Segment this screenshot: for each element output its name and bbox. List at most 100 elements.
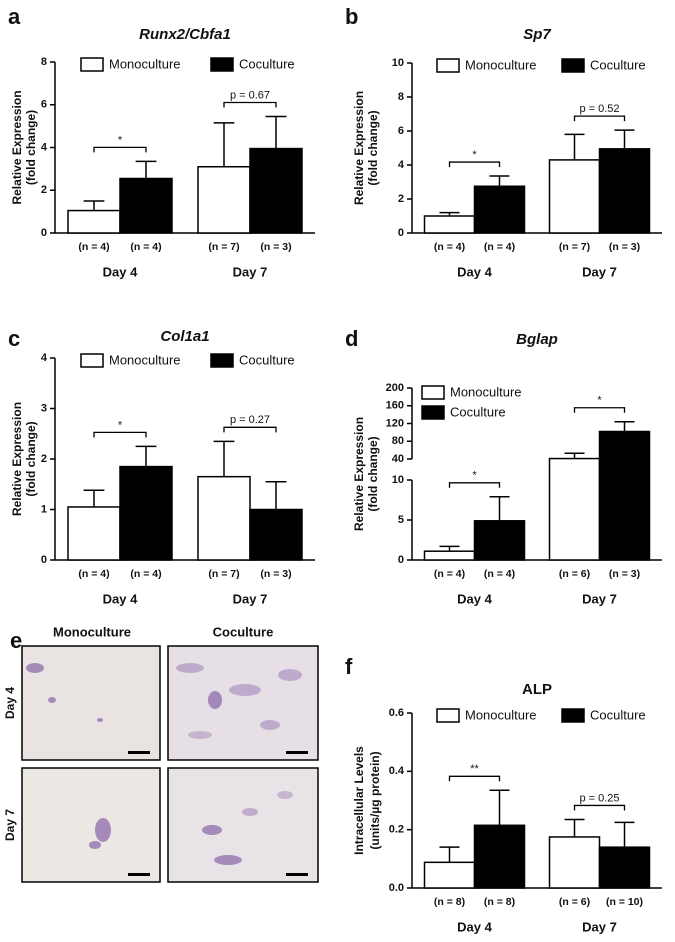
sample-size-label: (n = 4) xyxy=(130,241,161,253)
annotation: * xyxy=(118,419,123,431)
panel-letter: d xyxy=(345,326,358,351)
y-tick-label: 0 xyxy=(398,554,404,566)
legend-label: Coculture xyxy=(239,56,295,71)
y-tick-label: 160 xyxy=(386,400,404,412)
sample-size-label: (n = 3) xyxy=(609,568,640,580)
y-tick-label: 10 xyxy=(392,57,404,69)
sample-size-label: (n = 4) xyxy=(78,568,109,580)
y-tick-label: 0 xyxy=(41,227,47,239)
sample-size-label: (n = 7) xyxy=(559,241,590,253)
y-axis-label: (fold change) xyxy=(366,436,380,511)
y-tick-label: 1 xyxy=(41,503,47,515)
chart-title: Sp7 xyxy=(523,26,551,43)
scale-bar xyxy=(128,873,150,876)
y-axis-label: (fold change) xyxy=(366,110,380,185)
bar xyxy=(548,457,601,561)
sample-size-label: (n = 4) xyxy=(434,241,465,253)
y-tick-label: 80 xyxy=(392,435,404,447)
y-tick-label: 8 xyxy=(398,91,404,103)
x-tick-label: Day 4 xyxy=(457,264,492,279)
scale-bar xyxy=(286,751,308,754)
y-tick-label: 120 xyxy=(386,417,404,429)
legend-label: Coculture xyxy=(450,404,506,419)
stained-cells xyxy=(26,663,302,865)
legend-swatch xyxy=(561,58,585,73)
bar xyxy=(598,430,651,561)
y-tick-label: 6 xyxy=(41,99,47,111)
bar xyxy=(249,508,303,561)
bar xyxy=(598,148,651,234)
y-tick-label: 4 xyxy=(41,352,48,364)
bar xyxy=(423,215,476,234)
bar xyxy=(67,209,121,234)
bar xyxy=(598,846,651,889)
significance-bracket xyxy=(573,804,626,811)
annotation: * xyxy=(118,134,123,146)
y-tick-label: 6 xyxy=(398,125,404,137)
y-axis-label: Relative Expression xyxy=(352,417,366,531)
significance-bracket xyxy=(93,146,147,153)
bar xyxy=(548,836,601,889)
y-tick-label: 3 xyxy=(41,402,47,414)
bar xyxy=(423,861,476,889)
chart-title: ALP xyxy=(522,681,552,698)
chart-title: Runx2/Cbfa1 xyxy=(139,26,231,43)
x-tick-label: Day 4 xyxy=(457,591,492,606)
y-tick-label: 200 xyxy=(386,382,404,394)
panel-letter: c xyxy=(8,326,20,351)
panel-letter: e xyxy=(10,628,22,653)
legend-swatch xyxy=(210,57,234,72)
bar xyxy=(473,824,526,889)
bar xyxy=(119,177,173,234)
x-tick-label: Day 7 xyxy=(582,264,617,279)
legend-label: Coculture xyxy=(590,707,646,722)
significance-bracket xyxy=(573,407,626,413)
x-tick-label: Day 7 xyxy=(233,264,268,279)
bar xyxy=(423,550,476,561)
micrograph-panel: e Monoculture Coculture Day 4 Day 7 xyxy=(3,624,319,883)
x-tick-label: Day 4 xyxy=(457,919,492,934)
y-tick-label: 2 xyxy=(41,453,47,465)
x-tick-label: Day 7 xyxy=(582,919,617,934)
y-axis-label: Intracellular Levels xyxy=(352,746,366,855)
annotation: * xyxy=(472,149,477,161)
y-tick-label: 0.0 xyxy=(389,882,404,894)
significance-bracket xyxy=(448,775,501,782)
column-label: Monoculture xyxy=(53,624,131,639)
legend-label: Monoculture xyxy=(109,56,181,71)
bar xyxy=(249,147,303,234)
significance-bracket xyxy=(223,101,277,108)
panel-letter: a xyxy=(8,4,21,29)
legend-swatch xyxy=(80,353,104,368)
legend-label: Monoculture xyxy=(465,57,537,72)
y-tick-label: 0.4 xyxy=(389,765,405,777)
legend-label: Monoculture xyxy=(450,384,522,399)
column-label: Coculture xyxy=(213,624,274,639)
annotation: * xyxy=(597,395,602,407)
legend-swatch xyxy=(421,385,445,400)
row-label: Day 4 xyxy=(3,687,17,719)
scale-bar xyxy=(286,873,308,876)
bar xyxy=(197,475,251,561)
y-tick-label: 0 xyxy=(41,554,47,566)
sample-size-label: (n = 7) xyxy=(208,241,239,253)
y-axis-label: Relative Expression xyxy=(352,91,366,205)
annotation: p = 0.67 xyxy=(230,89,270,101)
chart-title: Col1a1 xyxy=(160,328,209,345)
annotation: p = 0.27 xyxy=(230,414,270,426)
y-tick-label: 8 xyxy=(41,56,47,68)
x-tick-label: Day 4 xyxy=(103,591,138,606)
sample-size-label: (n = 3) xyxy=(609,241,640,253)
chart-title: Bglap xyxy=(516,331,558,348)
legend-swatch xyxy=(421,405,445,420)
y-axis-label: (units/µg protein) xyxy=(368,751,382,849)
x-tick-label: Day 7 xyxy=(233,591,268,606)
y-tick-label: 0.2 xyxy=(389,824,404,836)
legend-swatch xyxy=(80,57,104,72)
scale-bar xyxy=(128,751,150,754)
legend-label: Coculture xyxy=(239,352,295,367)
panel-letter: b xyxy=(345,4,358,29)
legend-label: Monoculture xyxy=(109,352,181,367)
y-tick-label: 0.6 xyxy=(389,707,404,719)
